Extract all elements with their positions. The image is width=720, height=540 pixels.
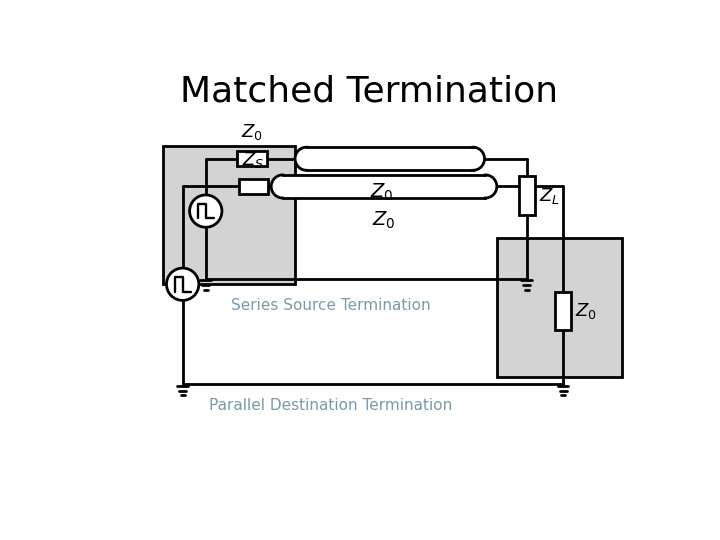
Bar bbox=[555, 292, 571, 330]
Bar bbox=[283, 175, 485, 198]
Bar bbox=[238, 151, 266, 166]
Circle shape bbox=[474, 175, 497, 198]
Text: Matched Termination: Matched Termination bbox=[180, 75, 558, 109]
Text: $Z_L$: $Z_L$ bbox=[539, 186, 560, 206]
Bar bbox=[497, 238, 621, 377]
Text: $Z_0$: $Z_0$ bbox=[372, 210, 396, 231]
Text: $Z_0$: $Z_0$ bbox=[370, 182, 394, 203]
Text: $Z_0$: $Z_0$ bbox=[241, 122, 263, 142]
Bar bbox=[239, 179, 268, 194]
Text: Parallel Destination Termination: Parallel Destination Termination bbox=[209, 398, 452, 413]
Circle shape bbox=[189, 195, 222, 227]
Bar bbox=[307, 147, 473, 170]
Text: $Z_0$: $Z_0$ bbox=[575, 301, 598, 321]
Circle shape bbox=[462, 147, 485, 170]
Bar bbox=[163, 146, 295, 284]
Text: Series Source Termination: Series Source Termination bbox=[230, 298, 431, 313]
Text: $Z_S$: $Z_S$ bbox=[243, 150, 265, 170]
Circle shape bbox=[295, 147, 318, 170]
Bar bbox=[519, 177, 534, 215]
Circle shape bbox=[166, 268, 199, 300]
Circle shape bbox=[271, 175, 294, 198]
